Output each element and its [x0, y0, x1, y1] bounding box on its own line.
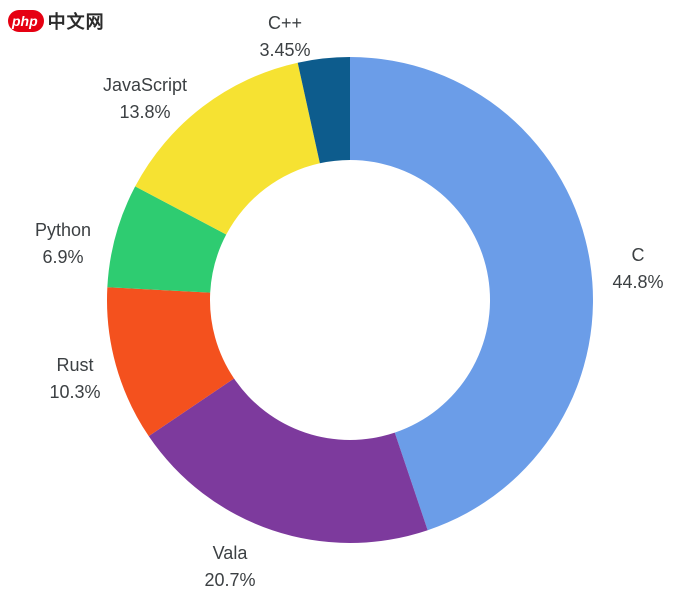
- donut-slice-vala: [148, 378, 428, 543]
- donut-slice-python: [107, 186, 227, 293]
- label-rust-value: 10.3%: [49, 382, 101, 402]
- label-python: Python 6.9%: [8, 217, 118, 271]
- label-rust-name: Rust: [56, 355, 94, 375]
- label-c-value: 44.8%: [612, 272, 664, 292]
- donut-slice-rust: [107, 287, 235, 437]
- label-c-name: C: [631, 245, 645, 265]
- label-vala: Vala 20.7%: [170, 540, 290, 594]
- label-rust: Rust 10.3%: [20, 352, 130, 406]
- label-cpp-name: C++: [267, 13, 303, 33]
- donut-slice-c: [350, 57, 593, 531]
- label-cpp: C++ 3.45%: [230, 10, 340, 64]
- label-c: C 44.8%: [588, 242, 688, 296]
- logo-text: 中文网: [47, 12, 105, 32]
- label-javascript-value: 13.8%: [119, 102, 171, 122]
- label-javascript: JavaScript 13.8%: [70, 72, 220, 126]
- label-python-name: Python: [34, 220, 92, 240]
- label-python-value: 6.9%: [42, 247, 84, 267]
- site-logo[interactable]: php 中文网: [8, 8, 105, 34]
- label-javascript-name: JavaScript: [102, 75, 188, 95]
- donut-slice-cpp: [297, 57, 350, 164]
- php-logo-icon: php: [8, 10, 44, 32]
- label-vala-name: Vala: [212, 543, 248, 563]
- label-vala-value: 20.7%: [204, 570, 256, 590]
- label-cpp-value: 3.45%: [259, 40, 311, 60]
- donut-slice-javascript: [135, 62, 320, 235]
